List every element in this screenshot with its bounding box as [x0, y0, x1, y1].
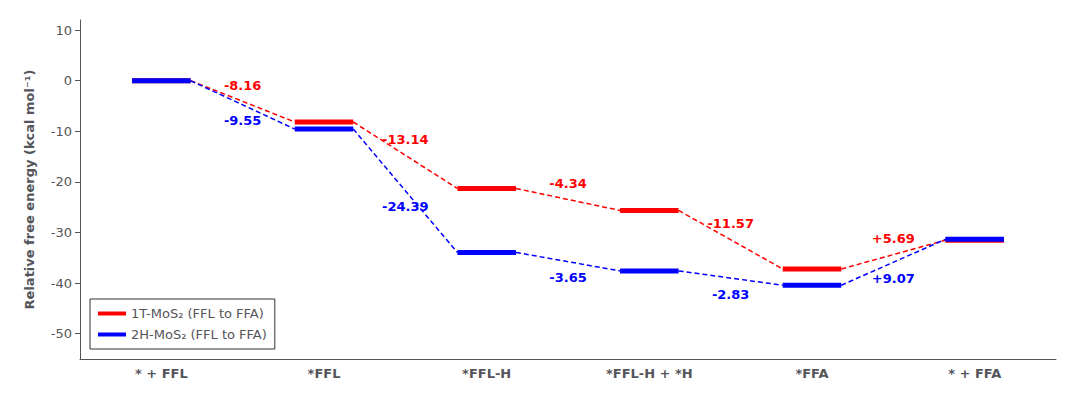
svg-text:*FFL-H: *FFL-H — [462, 366, 511, 381]
svg-text:2H-MoS₂ (FFL to FFA): 2H-MoS₂ (FFL to FFA) — [131, 327, 267, 342]
svg-text:Relative free energy (kcal mol: Relative free energy (kcal mol⁻¹) — [22, 70, 37, 310]
svg-text:+5.69: +5.69 — [872, 231, 915, 246]
svg-text:10: 10 — [55, 23, 72, 38]
svg-text:-11.57: -11.57 — [707, 216, 754, 231]
svg-text:-24.39: -24.39 — [382, 199, 429, 214]
svg-text:-4.34: -4.34 — [549, 176, 586, 191]
svg-text:-2.83: -2.83 — [712, 287, 749, 302]
svg-text:*FFL-H + *H: *FFL-H + *H — [606, 366, 693, 381]
svg-text:* + FFL: * + FFL — [135, 366, 188, 381]
svg-text:-9.55: -9.55 — [224, 113, 261, 128]
svg-text:1T-MoS₂ (FFL to FFA): 1T-MoS₂ (FFL to FFA) — [131, 306, 264, 321]
svg-text:0: 0 — [64, 73, 72, 88]
svg-text:-30: -30 — [51, 225, 72, 240]
svg-text:-50: -50 — [51, 326, 72, 341]
svg-text:+9.07: +9.07 — [872, 271, 915, 286]
svg-text:-40: -40 — [51, 276, 72, 291]
svg-text:-10: -10 — [51, 124, 72, 139]
svg-text:*FFL: *FFL — [308, 366, 341, 381]
svg-text:* + FFA: * + FFA — [948, 366, 1001, 381]
svg-text:-13.14: -13.14 — [382, 132, 429, 147]
svg-text:-3.65: -3.65 — [549, 270, 586, 285]
svg-text:*FFA: *FFA — [795, 366, 828, 381]
svg-text:-8.16: -8.16 — [224, 78, 261, 93]
svg-text:-20: -20 — [51, 174, 72, 189]
